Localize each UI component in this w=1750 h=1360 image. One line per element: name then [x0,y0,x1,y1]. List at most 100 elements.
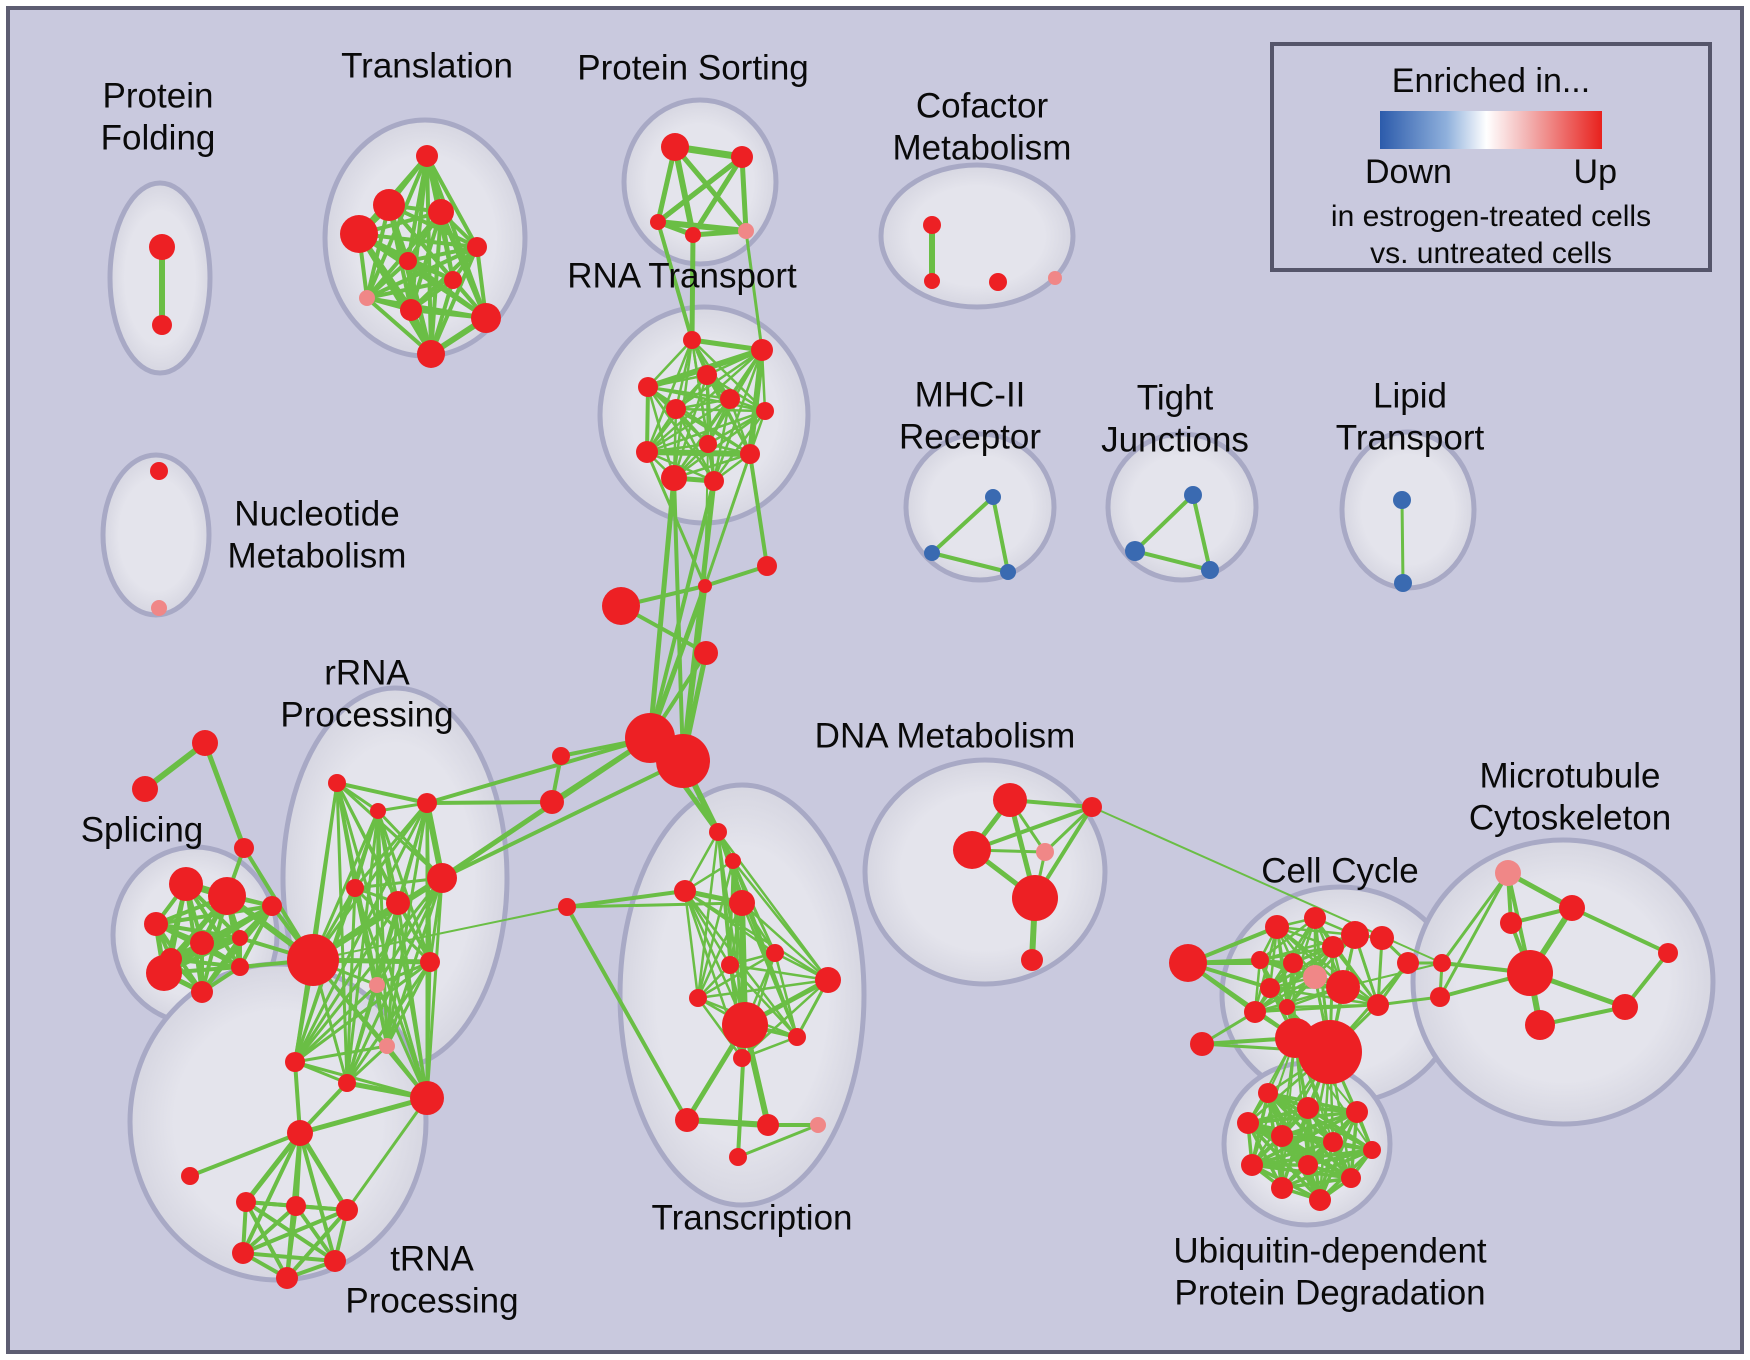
network-node [1190,1032,1214,1056]
network-node [410,1081,444,1115]
network-node [286,1196,306,1216]
network-edge [704,443,709,587]
network-node [788,1028,806,1046]
network-edge [689,232,696,343]
network-edge [647,475,677,741]
network-edge [645,450,716,483]
network-node [720,389,740,409]
network-edge [1258,916,1317,962]
network-node [471,303,501,333]
network-edge [365,296,433,356]
network-node [346,879,364,897]
network-node [725,853,741,869]
network-edge [409,245,479,312]
network-node [689,989,707,1007]
network-edge [385,960,432,1048]
network-edge [739,154,749,234]
network-node [370,803,386,819]
network-edge [645,338,694,454]
network-edge [241,1208,349,1255]
network-node [287,1120,313,1146]
network-node [552,747,570,765]
network-edge [644,449,753,457]
network-edge [154,904,274,926]
network-node [1495,860,1521,886]
network-edge [425,960,432,1100]
network-node [287,934,339,986]
network-node [1048,271,1062,285]
network-node [1012,875,1058,921]
network-edge [375,983,429,1100]
cluster-label-nucleotide-metabolism: Metabolism [228,536,407,575]
network-node [1298,1020,1362,1084]
cluster-label-dna-metabolism: DNA Metabolism [815,716,1076,755]
network-edge [683,830,720,893]
network-node [636,441,658,463]
network-node [1430,987,1450,1007]
network-edge [188,1131,302,1178]
network-edge [297,1095,430,1136]
network-edge [335,781,429,805]
network-edge [429,245,479,356]
network-edge [243,1130,303,1205]
network-node [181,1167,199,1185]
cluster-ellipse-cofactor-metabolism [878,162,1076,310]
network-node [1036,843,1054,861]
network-node [146,955,182,991]
network-edge [406,245,479,263]
network-edge [375,983,389,1048]
cluster-label-trna-processing: Processing [345,1281,518,1320]
network-node [924,545,940,561]
legend-caption-line1: in estrogen-treated cells [1330,200,1652,233]
network-nodes [132,133,1678,1289]
network-node [232,930,248,946]
network-edge [565,901,744,909]
network-edge [696,901,744,1000]
network-node [467,237,487,257]
network-node [721,956,739,974]
network-edge [683,889,700,1000]
cluster-label-splicing: Splicing [81,810,204,849]
cluster-label-mhc-ii-receptor: Receptor [899,417,1041,456]
network-edge [311,809,380,962]
network-edge [647,583,708,741]
network-edge [293,960,432,1064]
network-node [1303,965,1327,989]
network-node [1304,907,1326,929]
network-node [416,145,438,167]
network-node [729,890,755,916]
network-node [276,1267,298,1289]
network-edge [1133,549,1212,572]
network-edge [345,960,432,1085]
network-node [149,234,175,260]
network-node [1525,1010,1555,1040]
network-edge [565,889,687,909]
network-node [751,339,773,361]
network-edge [238,904,274,969]
network-node [144,912,168,936]
network-node [985,489,1001,505]
network-edge [345,809,380,1085]
network-node [285,1052,305,1072]
network-node [683,331,701,349]
network-node [1326,970,1360,1004]
network-node [386,891,410,915]
network-node [953,831,991,869]
network-edge [1275,925,1380,1007]
network-edge [285,1208,349,1280]
network-edge [425,800,554,805]
network-node [815,967,841,993]
network-edge [1191,493,1212,572]
network-node [444,271,462,289]
network-edge [293,983,379,1064]
cluster-label-rrna-processing: rRNA [324,653,410,692]
network-edge [684,1117,771,1128]
network-edge [646,385,716,483]
network-edge [645,397,732,454]
network-node [674,880,696,902]
cluster-label-ubiquitin-degradation: Protein Degradation [1174,1273,1485,1312]
legend-up-label: Up [1573,153,1617,191]
network-node [661,133,689,161]
network-node [1260,978,1280,998]
